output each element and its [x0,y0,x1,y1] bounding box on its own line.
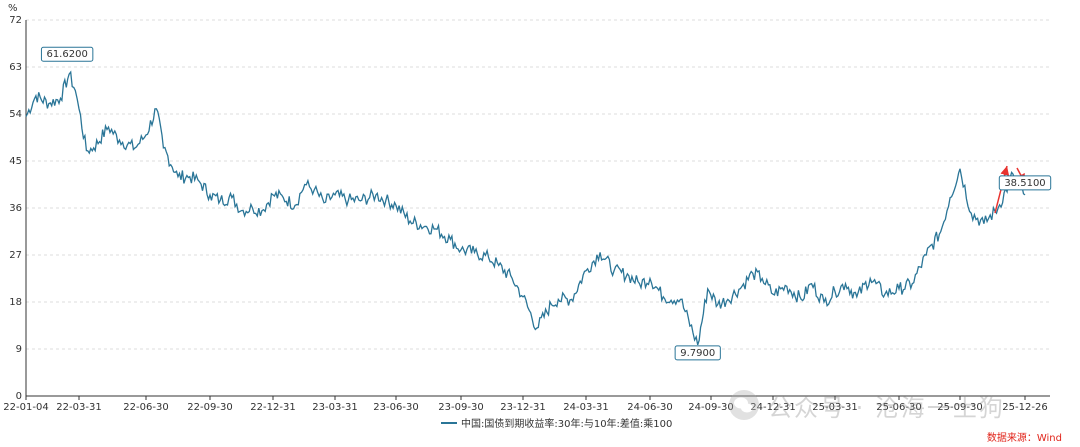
watermark: 公众号 · 沧海一土狗 [728,386,1048,424]
source-note: 数据来源：Wind [986,433,1062,444]
y-tick-label: 0 [16,391,22,402]
axes: 0 9 18 27 36 45 54 63 72 22-01-04 22-03-31 22-06-30… [3,15,1050,413]
y-tick-label: 9 [16,344,22,355]
y-tick-label: 36 [9,203,22,214]
x-tick-label: 24-06-30 [627,402,672,413]
y-tick-label: 27 [9,250,22,261]
svg-text:61.6200: 61.6200 [46,49,87,60]
x-tick-label: 22-06-30 [123,402,168,413]
watermark-text: 公众号 · 沧海一土狗 [768,393,1005,422]
x-tick-label: 25-12-26 [1002,402,1047,413]
series-line [25,70,1026,346]
y-tick-label: 72 [9,15,22,26]
grid-lines [26,19,1050,350]
y-unit-label: % [8,3,18,14]
x-tick-label: 22-01-04 [3,402,48,413]
annotation: 61.6200 [40,46,94,62]
y-tick-label: 54 [9,109,22,120]
x-tick-label: 23-09-30 [438,402,483,413]
x-tick-label: 25-09-30 [937,402,982,413]
x-tick-label: 25-06-30 [876,402,921,413]
data-annotations: 61.6200 9.7900 38.5100 [40,46,1052,361]
x-tick-label: 22-03-31 [56,402,101,413]
y-tick-label: 45 [9,156,22,167]
x-tick-label: 23-06-30 [373,402,418,413]
series-line-path [25,70,1026,346]
x-tick-label: 24-03-31 [563,402,608,413]
x-tick-label: 25-03-31 [812,402,857,413]
x-tick-label: 23-12-31 [500,402,545,413]
x-tick-label: 22-12-31 [250,402,295,413]
legend-label: 中国:国债到期收益率:30年:与10年:差值:乘100 [461,417,672,430]
annotation: 9.7900 [674,345,721,361]
wechat-icon [729,390,759,420]
svg-text:38.5100: 38.5100 [1004,178,1045,189]
x-tick-label: 24-12-31 [750,402,795,413]
annotation: 38.5100 [998,175,1052,191]
x-tick-label: 24-09-30 [688,402,733,413]
x-tick-label: 23-03-31 [312,402,357,413]
legend: 中国:国债到期收益率:30年:与10年:差值:乘100 [441,417,672,430]
y-tick-label: 18 [9,297,22,308]
y-tick-label: 63 [9,62,22,73]
x-tick-label: 22-09-30 [187,402,232,413]
svg-text:9.7900: 9.7900 [680,348,715,359]
